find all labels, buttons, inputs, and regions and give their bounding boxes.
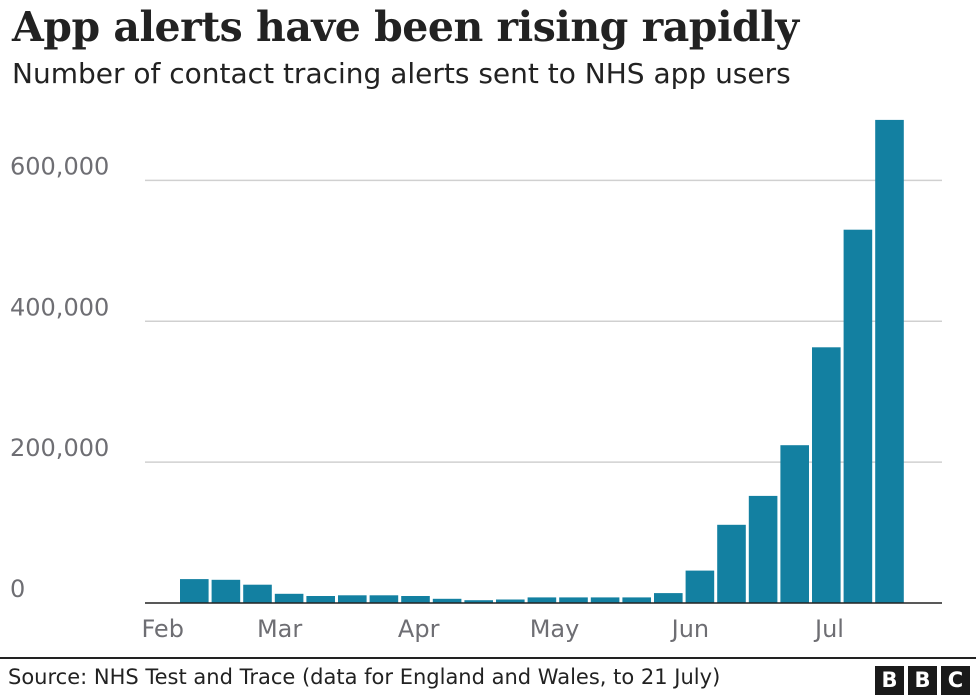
gridlines	[145, 179, 942, 463]
y-tick-label: 600,000	[10, 152, 109, 180]
source-note: Source: NHS Test and Trace (data for Eng…	[8, 665, 721, 689]
x-tick-label: Apr	[398, 615, 440, 643]
chart-subtitle: Number of contact tracing alerts sent to…	[12, 57, 791, 90]
bar	[685, 570, 715, 603]
bar	[464, 600, 493, 603]
bar	[559, 597, 588, 603]
bbc-logo-letter: B	[908, 666, 937, 695]
x-tick-label: Feb	[141, 615, 184, 643]
bar	[843, 229, 873, 603]
x-tick-label: Jul	[813, 615, 844, 643]
x-axis-tick-labels: Feb Mar Apr May Jun Jul	[141, 615, 844, 643]
bar	[274, 593, 304, 603]
bar	[527, 597, 557, 603]
bar	[780, 445, 809, 603]
bar	[306, 596, 335, 603]
bar	[211, 579, 241, 603]
bar	[369, 595, 399, 603]
y-tick-label: 200,000	[10, 434, 109, 462]
bar	[717, 524, 746, 603]
bar	[496, 599, 525, 603]
bar	[338, 595, 367, 603]
bar	[748, 495, 778, 603]
bar	[622, 597, 651, 603]
bbc-logo: B B C	[875, 666, 970, 695]
chart-title: App alerts have been rising rapidly	[12, 3, 799, 51]
footer-divider	[0, 657, 976, 659]
bbc-logo-letter: B	[875, 666, 904, 695]
y-tick-label: 0	[10, 575, 25, 603]
bar	[590, 597, 620, 603]
y-axis-tick-labels: 0 200,000 400,000 600,000	[10, 152, 109, 603]
x-tick-label: Mar	[257, 615, 302, 643]
bars	[180, 119, 904, 604]
y-tick-label: 400,000	[10, 293, 109, 321]
bbc-logo-letter: C	[941, 666, 970, 695]
bar	[654, 593, 683, 603]
bar	[243, 584, 272, 603]
bar-chart: 0 200,000 400,000 600,000 Feb Mar Apr May Jun Ju…	[10, 119, 942, 643]
bar	[875, 119, 904, 604]
x-tick-label: May	[530, 615, 580, 643]
bar	[812, 347, 841, 603]
x-tick-label: Jun	[670, 615, 710, 643]
bar	[432, 598, 462, 603]
bar	[401, 596, 430, 603]
bar	[180, 579, 209, 603]
